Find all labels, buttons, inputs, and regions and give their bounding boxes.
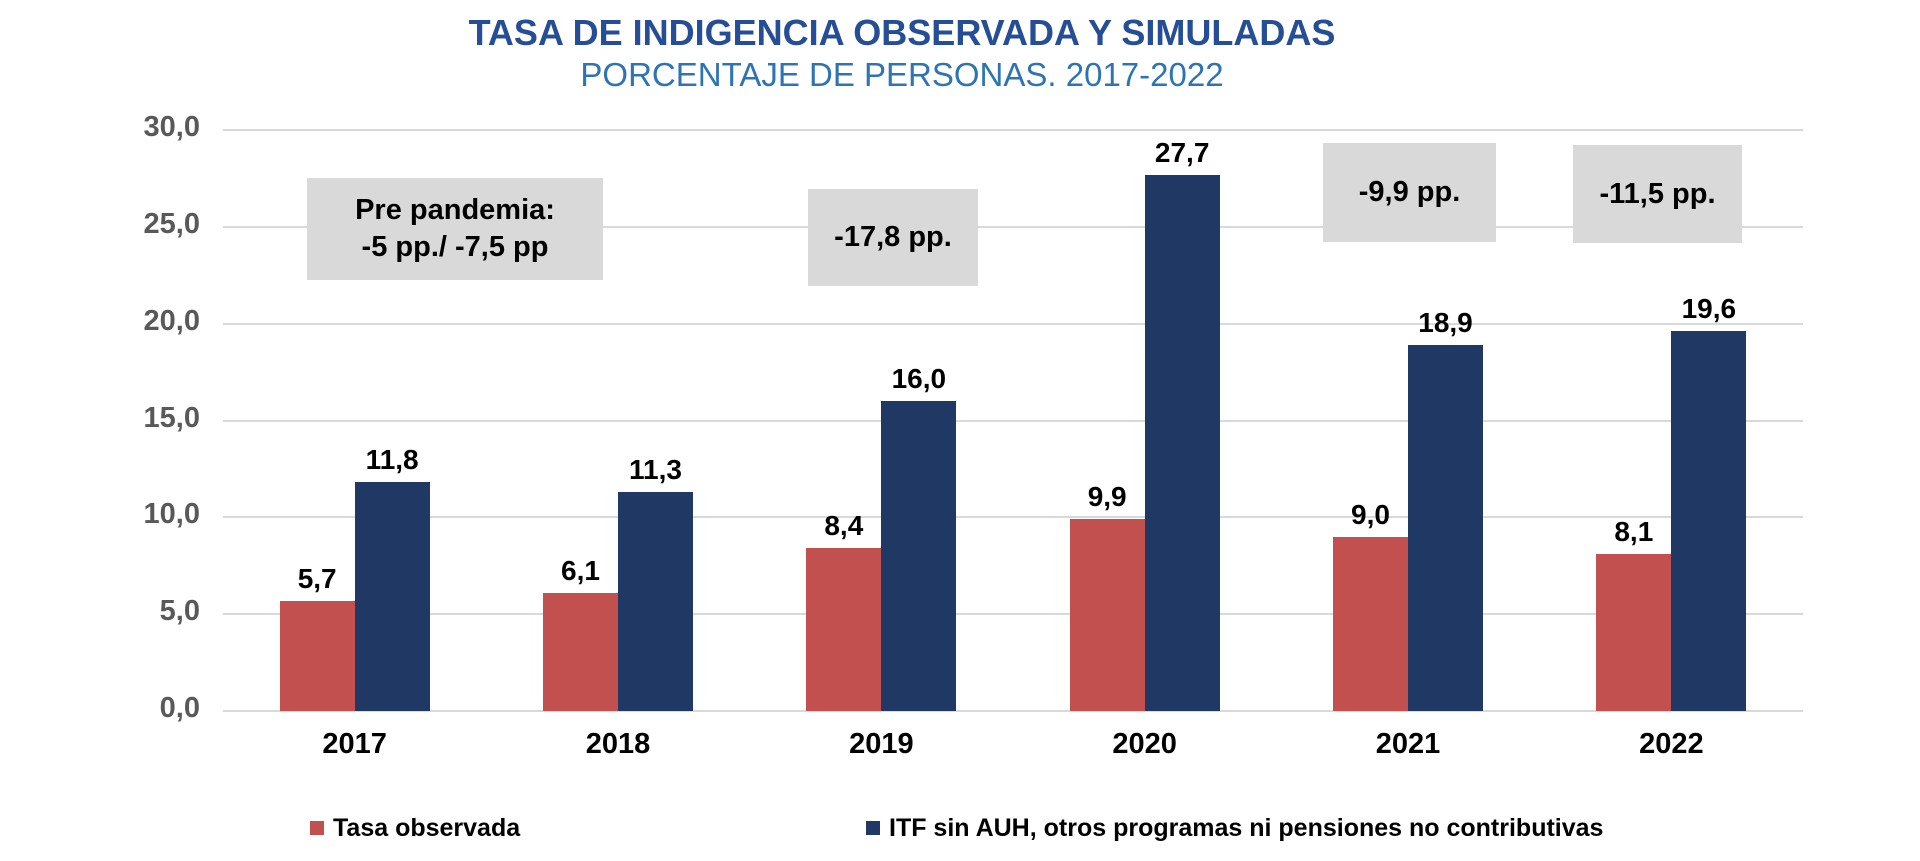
y-axis: 0,0 5,0 10,0 15,0 20,0 25,0 30,0 [0, 111, 200, 724]
bar-value-label: 11,3 [629, 454, 682, 486]
gridline [223, 225, 1803, 228]
x-axis-tick-label: 2020 [1112, 728, 1177, 760]
annotation-line: -11,5 pp. [1599, 177, 1716, 210]
legend-swatch-navy-icon [866, 821, 880, 835]
annotation-line: -9,9 pp. [1358, 176, 1461, 208]
y-axis-tick-label: 5,0 [159, 595, 200, 628]
bar-value-label: 9,9 [1087, 481, 1127, 513]
plot-area: Pre pandemia: -5 pp./ -7,5 pp -17,8 pp. … [223, 129, 1803, 712]
gridline [223, 129, 1803, 131]
y-axis-tick-label: 15,0 [143, 401, 200, 434]
bar-simulada-2019 [881, 401, 957, 711]
bar-value-label: 27,7 [1154, 136, 1210, 168]
bar-value-label: 16,0 [891, 363, 947, 395]
annotation-line: Pre pandemia: [355, 194, 555, 226]
chart-title: TASA DE INDIGENCIA OBSERVADA Y SIMULADAS [468, 12, 1336, 53]
bar-value-label: 18,9 [1418, 306, 1473, 338]
bar-observada-2018 [543, 592, 618, 711]
y-axis-tick-label: 30,0 [143, 111, 200, 143]
legend-swatch-red-icon [310, 821, 324, 835]
bar-value-label: 8,4 [824, 510, 864, 542]
x-axis-tick-label: 2021 [1375, 728, 1441, 760]
bar-value-label: 6,1 [561, 554, 600, 586]
annotation-2019: -17,8 pp. [808, 189, 978, 286]
bar-value-label: 11,8 [365, 444, 419, 476]
bar-simulada-2018 [618, 492, 693, 711]
x-axis-tick-label: 2022 [1639, 728, 1704, 760]
y-axis-tick-label: 25,0 [143, 207, 200, 240]
legend-label: Tasa observada [333, 813, 521, 842]
legend-item-tasa-observada: Tasa observada [310, 808, 520, 848]
legend-item-itf-simulada: ITF sin AUH, otros programas ni pensione… [866, 808, 1603, 848]
gridline [223, 710, 1803, 712]
bar-simulada-2022 [1671, 331, 1747, 711]
gridline [223, 419, 1803, 422]
bar-observada-2019 [806, 548, 882, 711]
legend-label: ITF sin AUH, otros programas ni pensione… [889, 813, 1604, 842]
bar-value-label: 8,1 [1614, 516, 1654, 548]
bar-observada-2021 [1333, 536, 1408, 711]
bar-simulada-2020 [1144, 174, 1220, 711]
x-axis-tick-label: 2017 [322, 728, 387, 760]
bar-observada-2022 [1596, 554, 1672, 711]
gridline [223, 516, 1803, 519]
x-axis-tick-label: 2018 [585, 728, 651, 760]
y-axis-tick-label: 20,0 [143, 304, 200, 337]
bar-value-label: 9,0 [1351, 498, 1390, 530]
annotation-line: -17,8 pp. [834, 221, 952, 253]
chart-subtitle: PORCENTAJE DE PERSONAS. 2017-2022 [580, 56, 1224, 93]
bar-value-label: 5,7 [297, 562, 337, 594]
legend: Tasa observada ITF sin AUH, otros progra… [0, 808, 1920, 848]
annotation-pre-pandemia: Pre pandemia: -5 pp./ -7,5 pp [307, 178, 603, 280]
bar-observada-2017 [279, 600, 355, 711]
gridline [223, 322, 1803, 325]
bar-simulada-2017 [354, 482, 430, 711]
annotation-2022: -11,5 pp. [1573, 145, 1742, 243]
bar-observada-2020 [1069, 519, 1145, 711]
annotation-2021: -9,9 pp. [1323, 143, 1496, 242]
x-axis: 2017 2018 2019 2020 2021 2022 [223, 724, 1803, 764]
gridline [223, 613, 1803, 616]
x-axis-tick-label: 2019 [849, 728, 914, 760]
annotation-line: -5 pp./ -7,5 pp [361, 231, 549, 263]
bar-value-label: 19,6 [1681, 293, 1737, 325]
y-axis-tick-label: 0,0 [159, 692, 200, 724]
y-axis-tick-label: 10,0 [143, 498, 200, 531]
bar-simulada-2021 [1408, 344, 1483, 711]
